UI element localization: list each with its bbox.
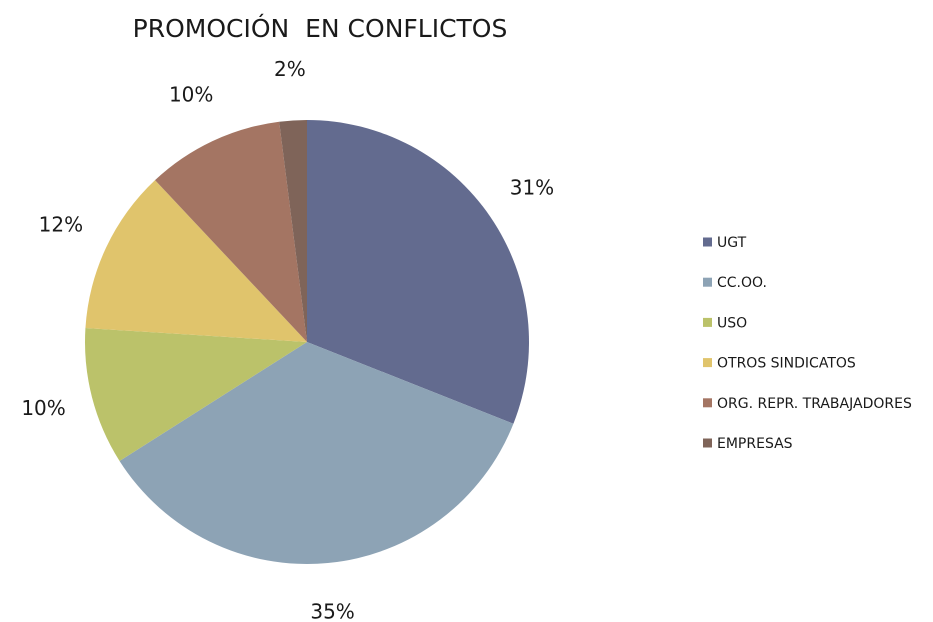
data-label: 10%: [169, 82, 213, 106]
pie-slice: [155, 121, 307, 342]
legend-swatch: [703, 358, 712, 368]
pie-slice: [85, 180, 307, 342]
legend-swatch: [703, 237, 712, 247]
legend-label: UGT: [717, 235, 747, 251]
pie-slice: [119, 342, 514, 565]
legend-swatch: [703, 317, 712, 327]
data-label: 12%: [39, 213, 83, 237]
pie-slice: [307, 120, 529, 424]
legend-label: OTROS SINDICATOS: [717, 356, 856, 372]
pie-slice: [85, 328, 308, 461]
pie-slice: [279, 120, 307, 342]
chart-title: PROMOCIÓN EN CONFLICTOS: [133, 13, 508, 43]
legend-label: ORG. REPR. TRABAJADORES: [717, 396, 912, 412]
legend-label: EMPRESAS: [717, 436, 793, 452]
data-label: 31%: [510, 176, 554, 200]
legend-label: USO: [717, 315, 747, 331]
legend-swatch: [703, 398, 712, 408]
data-label: 35%: [310, 599, 354, 622]
data-label: 2%: [274, 57, 306, 81]
data-label: 10%: [21, 396, 65, 420]
legend-swatch: [703, 277, 712, 287]
legend-label: CC.OO.: [717, 275, 767, 291]
legend-swatch: [703, 438, 712, 448]
